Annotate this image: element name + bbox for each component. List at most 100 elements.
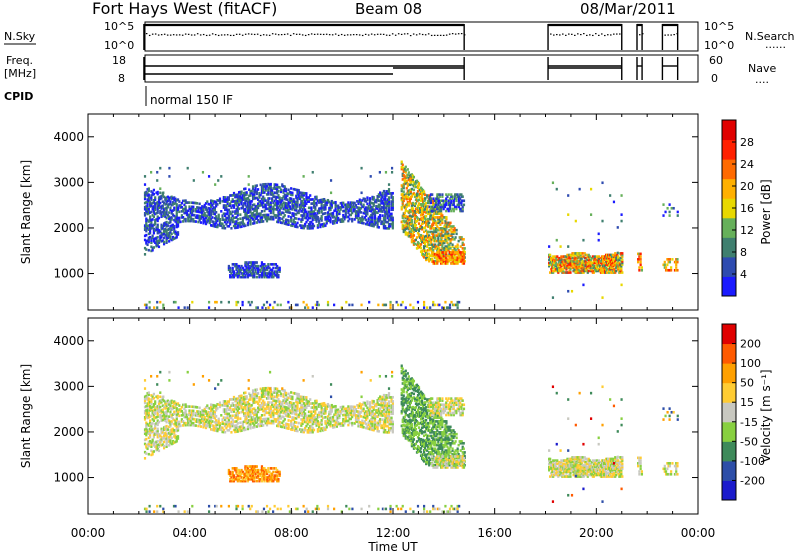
freq-right-tick-bottom: 0 xyxy=(711,72,718,85)
noise-search-dot xyxy=(239,34,241,35)
noise-search-dot xyxy=(305,35,307,36)
cpid-mode: normal 150 IF xyxy=(150,93,233,107)
echo-cell xyxy=(296,222,298,225)
echo-cell xyxy=(403,190,405,193)
echo-cell xyxy=(388,183,390,186)
echo-cell xyxy=(348,304,350,307)
echo-cell xyxy=(582,239,584,242)
echo-cell xyxy=(418,222,420,225)
echo-cell xyxy=(277,304,279,307)
echo-cell xyxy=(204,212,206,215)
noise-search-dot xyxy=(347,34,349,35)
echo-cell xyxy=(409,304,411,307)
echo-cell xyxy=(606,268,608,271)
echo-cell xyxy=(432,249,434,252)
echo-cell xyxy=(428,243,430,246)
echo-cell xyxy=(406,180,408,183)
echo-cell xyxy=(287,301,289,304)
echo-cell xyxy=(244,224,246,227)
echo-cell xyxy=(451,195,453,198)
echo-cell xyxy=(392,196,394,199)
echo-cell xyxy=(397,304,399,307)
noise-search-dot xyxy=(642,33,644,34)
echo-cell xyxy=(603,262,605,265)
echo-cell xyxy=(163,241,165,244)
echo-cell xyxy=(159,301,161,304)
noise-search-dot xyxy=(329,34,331,35)
echo-cell xyxy=(309,194,311,197)
echo-cell xyxy=(415,229,417,232)
echo-cell xyxy=(421,226,423,229)
echo-cell xyxy=(156,179,158,182)
echo-cell xyxy=(638,269,640,272)
echo-cell xyxy=(272,306,274,309)
echo-cell xyxy=(417,205,419,208)
echo-cell xyxy=(370,175,372,178)
echo-cell xyxy=(187,167,189,170)
echo-cell xyxy=(205,410,207,413)
noise-search-dot xyxy=(595,33,597,34)
noise-search-dot xyxy=(152,34,154,35)
echo-cell xyxy=(464,251,466,254)
echo-cell xyxy=(159,395,161,398)
noise-search-dot xyxy=(311,33,313,34)
noise-search-dot xyxy=(667,34,669,35)
noise-search-dot xyxy=(158,34,160,35)
echo-cell xyxy=(575,271,577,274)
echo-cell xyxy=(550,257,552,260)
echo-cell xyxy=(379,191,381,194)
echo-cell xyxy=(327,304,329,307)
noise-search-dot xyxy=(419,33,421,34)
echo-cell xyxy=(445,251,447,254)
echo-cell xyxy=(277,274,279,277)
echo-cell xyxy=(424,193,426,196)
echo-cell xyxy=(424,243,426,246)
noise-search-dot xyxy=(332,34,334,35)
noise-search-dot xyxy=(176,34,178,35)
echo-cell xyxy=(601,296,603,299)
echo-cell xyxy=(281,183,283,186)
echo-cell xyxy=(423,256,425,259)
noise-search-dot xyxy=(574,35,576,36)
echo-cell xyxy=(332,212,334,215)
noise-search-dot xyxy=(619,33,621,34)
echo-cell xyxy=(312,306,314,309)
echo-cell xyxy=(670,269,672,272)
echo-cell xyxy=(167,428,169,431)
echo-cell xyxy=(148,391,150,394)
echo-cell xyxy=(425,202,427,205)
echo-cell xyxy=(286,198,288,201)
echo-cell xyxy=(434,304,436,307)
echo-cell xyxy=(670,266,672,269)
echo-cell xyxy=(298,189,300,192)
echo-cell xyxy=(163,237,165,240)
echo-cell xyxy=(314,206,316,209)
echo-cell xyxy=(242,304,244,307)
echo-cell xyxy=(280,188,282,191)
echo-cell xyxy=(289,205,291,208)
echo-cell xyxy=(158,421,160,424)
noise-search-dot xyxy=(317,34,319,35)
echo-cell xyxy=(200,425,202,428)
echo-cell xyxy=(204,416,206,419)
echo-cell xyxy=(317,216,319,219)
noise-search-dot xyxy=(170,35,172,36)
noise-search-dot xyxy=(263,34,265,35)
echo-cell xyxy=(416,220,418,223)
echo-cell xyxy=(315,196,317,199)
echo-cell xyxy=(351,304,353,307)
echo-cell xyxy=(385,171,387,174)
echo-cell xyxy=(169,411,171,414)
noise-search-dot xyxy=(565,35,567,36)
echo-cell xyxy=(401,166,403,169)
echo-cell xyxy=(279,217,281,220)
echo-cell xyxy=(446,255,448,258)
echo-cell xyxy=(145,306,147,309)
echo-cell xyxy=(168,211,170,214)
echo-cell xyxy=(178,421,180,424)
noise-search-dot xyxy=(206,35,208,36)
echo-cell xyxy=(349,218,351,221)
echo-cell xyxy=(567,194,569,197)
echo-cell xyxy=(620,194,622,197)
